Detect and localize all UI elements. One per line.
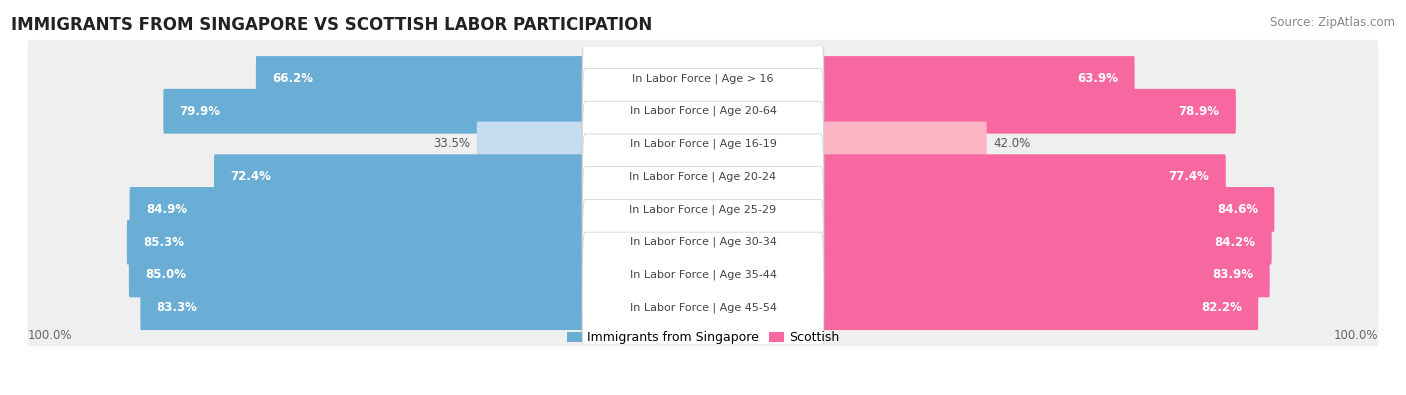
- Text: 66.2%: 66.2%: [273, 72, 314, 85]
- FancyBboxPatch shape: [28, 138, 1378, 215]
- Text: 63.9%: 63.9%: [1077, 72, 1118, 85]
- Text: In Labor Force | Age 25-29: In Labor Force | Age 25-29: [630, 204, 776, 215]
- Text: 77.4%: 77.4%: [1168, 170, 1209, 183]
- FancyBboxPatch shape: [28, 203, 1378, 281]
- FancyBboxPatch shape: [256, 56, 703, 101]
- FancyBboxPatch shape: [703, 285, 1258, 330]
- FancyBboxPatch shape: [703, 89, 1236, 134]
- FancyBboxPatch shape: [127, 220, 703, 265]
- Text: 72.4%: 72.4%: [231, 170, 271, 183]
- Text: IMMIGRANTS FROM SINGAPORE VS SCOTTISH LABOR PARTICIPATION: IMMIGRANTS FROM SINGAPORE VS SCOTTISH LA…: [11, 16, 652, 34]
- Text: 83.9%: 83.9%: [1212, 269, 1254, 281]
- Text: In Labor Force | Age 20-64: In Labor Force | Age 20-64: [630, 106, 776, 117]
- Text: In Labor Force | Age 35-44: In Labor Force | Age 35-44: [630, 270, 776, 280]
- FancyBboxPatch shape: [582, 3, 824, 154]
- Text: 82.2%: 82.2%: [1201, 301, 1241, 314]
- FancyBboxPatch shape: [477, 122, 703, 166]
- Text: 42.0%: 42.0%: [994, 137, 1031, 150]
- Legend: Immigrants from Singapore, Scottish: Immigrants from Singapore, Scottish: [562, 326, 844, 349]
- Text: In Labor Force | Age 16-19: In Labor Force | Age 16-19: [630, 139, 776, 149]
- FancyBboxPatch shape: [703, 187, 1274, 232]
- Text: In Labor Force | Age 30-34: In Labor Force | Age 30-34: [630, 237, 776, 247]
- Text: 78.9%: 78.9%: [1178, 105, 1219, 118]
- FancyBboxPatch shape: [582, 167, 824, 318]
- FancyBboxPatch shape: [582, 199, 824, 350]
- Text: 84.2%: 84.2%: [1215, 236, 1256, 249]
- FancyBboxPatch shape: [28, 236, 1378, 314]
- Text: 33.5%: 33.5%: [433, 137, 470, 150]
- Text: Source: ZipAtlas.com: Source: ZipAtlas.com: [1270, 16, 1395, 29]
- Text: 84.9%: 84.9%: [146, 203, 187, 216]
- Text: 100.0%: 100.0%: [1334, 329, 1378, 342]
- Text: 79.9%: 79.9%: [180, 105, 221, 118]
- FancyBboxPatch shape: [703, 56, 1135, 101]
- FancyBboxPatch shape: [141, 285, 703, 330]
- FancyBboxPatch shape: [28, 73, 1378, 150]
- FancyBboxPatch shape: [703, 122, 987, 166]
- FancyBboxPatch shape: [582, 101, 824, 252]
- FancyBboxPatch shape: [163, 89, 703, 134]
- FancyBboxPatch shape: [28, 40, 1378, 117]
- FancyBboxPatch shape: [582, 134, 824, 285]
- FancyBboxPatch shape: [703, 220, 1271, 265]
- Text: 84.6%: 84.6%: [1218, 203, 1258, 216]
- FancyBboxPatch shape: [28, 105, 1378, 182]
- FancyBboxPatch shape: [214, 154, 703, 199]
- Text: 85.0%: 85.0%: [145, 269, 186, 281]
- FancyBboxPatch shape: [129, 187, 703, 232]
- FancyBboxPatch shape: [703, 252, 1270, 297]
- FancyBboxPatch shape: [28, 171, 1378, 248]
- FancyBboxPatch shape: [582, 36, 824, 187]
- Text: 83.3%: 83.3%: [156, 301, 197, 314]
- FancyBboxPatch shape: [582, 68, 824, 220]
- FancyBboxPatch shape: [28, 269, 1378, 346]
- Text: 85.3%: 85.3%: [143, 236, 184, 249]
- FancyBboxPatch shape: [129, 252, 703, 297]
- FancyBboxPatch shape: [703, 154, 1226, 199]
- FancyBboxPatch shape: [582, 232, 824, 383]
- Text: In Labor Force | Age 45-54: In Labor Force | Age 45-54: [630, 303, 776, 313]
- Text: In Labor Force | Age > 16: In Labor Force | Age > 16: [633, 73, 773, 84]
- Text: 100.0%: 100.0%: [28, 329, 72, 342]
- Text: In Labor Force | Age 20-24: In Labor Force | Age 20-24: [630, 171, 776, 182]
